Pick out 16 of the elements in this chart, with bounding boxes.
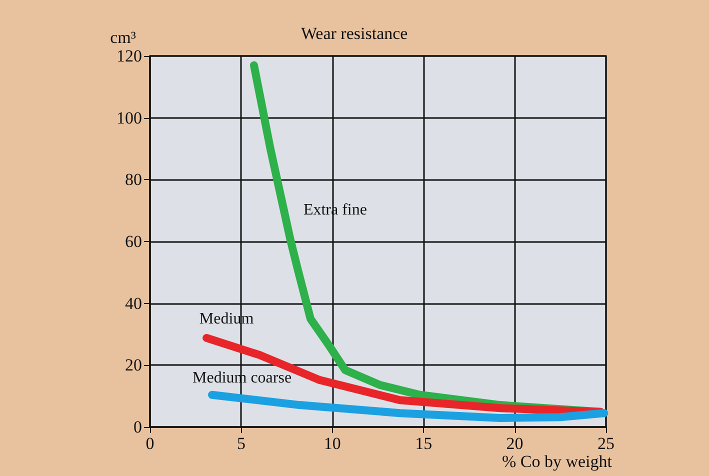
y-tick-label: 120 [116,46,142,66]
x-tick-label: 10 [324,434,341,453]
y-tick-label: 40 [125,294,142,313]
y-tick-label: 0 [134,418,142,436]
x-tick-label: 5 [236,434,246,453]
y-axis-title: cm³ [110,28,136,47]
y-tick-label: 60 [125,232,142,251]
y-tick-label: 80 [125,170,142,190]
x-tick-label: 20 [506,434,524,453]
x-tick-label: 0 [146,434,154,453]
y-tick-label: 20 [125,356,142,375]
chart-title: Wear resistance [301,24,408,43]
x-tick-label: 15 [415,434,432,453]
x-tick-label: 25 [598,434,614,453]
y-tick-label: 100 [116,108,142,128]
x-axis-title: % Co by weight [502,452,612,471]
